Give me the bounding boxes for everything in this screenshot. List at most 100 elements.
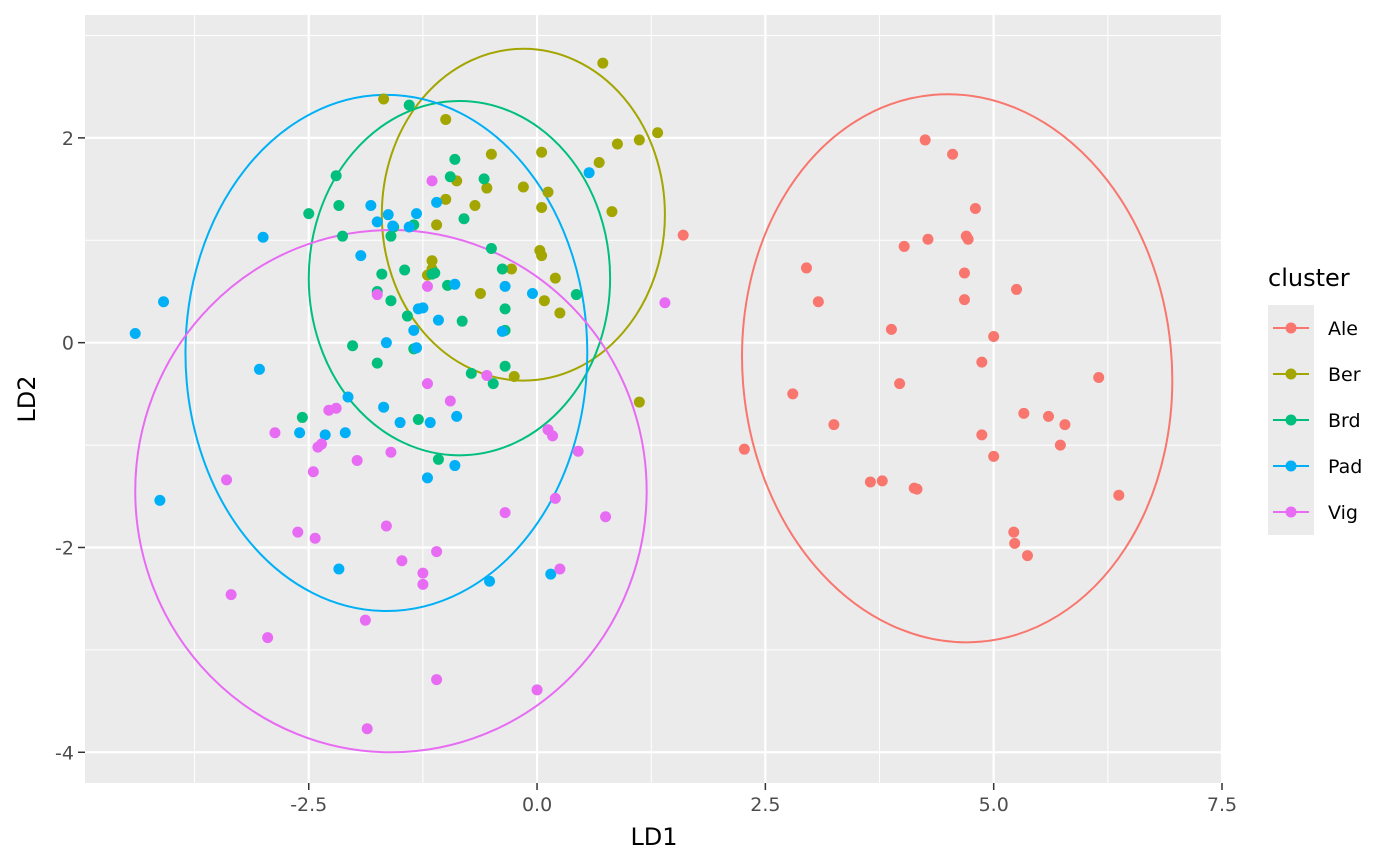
- x-tick-label: 2.5: [750, 794, 780, 816]
- point-brd: [347, 340, 359, 352]
- point-ale: [911, 483, 923, 495]
- point-vig: [225, 589, 237, 601]
- point-ale: [976, 429, 988, 441]
- point-ber: [633, 396, 645, 408]
- point-ale: [1008, 526, 1020, 538]
- legend-item-ale: Ale: [1273, 318, 1358, 340]
- point-pad: [449, 278, 461, 290]
- point-vig: [262, 632, 274, 644]
- point-vig: [330, 402, 342, 414]
- point-ber: [536, 250, 548, 262]
- point-brd: [403, 99, 415, 111]
- point-brd: [485, 242, 497, 254]
- point-vig: [421, 280, 433, 292]
- x-tick-label: 7.5: [1207, 794, 1237, 816]
- point-brd: [385, 295, 397, 307]
- point-vig: [421, 378, 433, 390]
- legend-label: Ale: [1328, 318, 1358, 340]
- point-ber: [505, 263, 517, 275]
- point-brd: [499, 303, 511, 315]
- point-brd: [458, 213, 470, 225]
- legend-item-vig: Vig: [1273, 502, 1358, 524]
- point-ale: [947, 148, 959, 160]
- point-pad: [583, 167, 595, 179]
- point-pad: [382, 209, 394, 221]
- legend-key-point: [1285, 506, 1297, 518]
- point-ber: [554, 307, 566, 319]
- point-ale: [894, 378, 906, 390]
- point-pad: [449, 460, 461, 472]
- point-pad: [484, 575, 496, 587]
- legend-label: Ber: [1328, 364, 1361, 386]
- point-vig: [431, 674, 443, 686]
- point-brd: [385, 230, 397, 242]
- point-ale: [1093, 371, 1105, 383]
- point-pad: [380, 337, 392, 349]
- legend-label: Vig: [1328, 502, 1358, 524]
- point-brd: [449, 153, 461, 165]
- point-ber: [542, 186, 554, 198]
- point-vig: [531, 684, 543, 696]
- point-vig: [417, 578, 429, 590]
- point-vig: [292, 526, 304, 538]
- point-vig: [380, 520, 392, 532]
- point-vig: [426, 175, 438, 187]
- legend-key-point: [1285, 460, 1297, 472]
- point-ale: [1042, 410, 1054, 422]
- point-brd: [478, 173, 490, 185]
- point-ale: [812, 296, 824, 308]
- point-vig: [481, 369, 493, 381]
- point-ber: [378, 93, 390, 105]
- point-pad: [421, 472, 433, 484]
- point-vig: [659, 297, 671, 309]
- point-ale: [1011, 283, 1023, 295]
- point-ber: [593, 156, 605, 168]
- point-brd: [496, 263, 508, 275]
- x-axis-title: LD1: [630, 823, 677, 851]
- legend-item-ber: Ber: [1273, 364, 1361, 386]
- y-tick-label: -2: [55, 537, 74, 559]
- point-ale: [958, 294, 970, 306]
- legend-key-point: [1285, 322, 1297, 334]
- point-vig: [431, 546, 443, 558]
- points-layer: [129, 57, 1125, 735]
- point-ber: [633, 134, 645, 146]
- point-vig: [600, 511, 612, 523]
- point-pad: [129, 327, 141, 339]
- point-brd: [399, 264, 411, 276]
- ellipse-ber: [380, 47, 666, 382]
- point-ber: [652, 127, 664, 139]
- x-axis: -2.5 0.0 2.5 5.0 7.5: [290, 783, 1237, 816]
- point-vig: [361, 723, 373, 735]
- point-brd: [296, 411, 308, 423]
- point-pad: [319, 429, 331, 441]
- point-pad: [154, 494, 166, 506]
- point-ale: [677, 229, 689, 241]
- point-ber: [549, 272, 561, 284]
- point-ber: [536, 202, 548, 214]
- point-vig: [221, 474, 233, 486]
- point-brd: [444, 171, 456, 183]
- point-ale: [969, 203, 981, 215]
- point-vig: [269, 427, 281, 439]
- point-ber: [606, 206, 618, 218]
- y-axis-title: LD2: [13, 375, 41, 422]
- y-axis: -4 -2 0 2: [55, 128, 85, 764]
- x-tick-label: -2.5: [290, 794, 327, 816]
- point-brd: [330, 170, 342, 182]
- point-ber: [440, 193, 452, 205]
- point-pad: [545, 568, 557, 580]
- point-pad: [355, 250, 367, 262]
- plot-panel: [85, 15, 1222, 783]
- point-pad: [431, 196, 443, 208]
- point-ale: [800, 262, 812, 274]
- point-ber: [538, 295, 550, 307]
- point-brd: [303, 208, 315, 220]
- point-pad: [294, 427, 306, 439]
- point-ale: [898, 240, 910, 252]
- point-ale: [1113, 489, 1125, 501]
- y-tick-label: 0: [62, 333, 74, 355]
- point-pad: [412, 303, 424, 315]
- point-vig: [307, 466, 319, 478]
